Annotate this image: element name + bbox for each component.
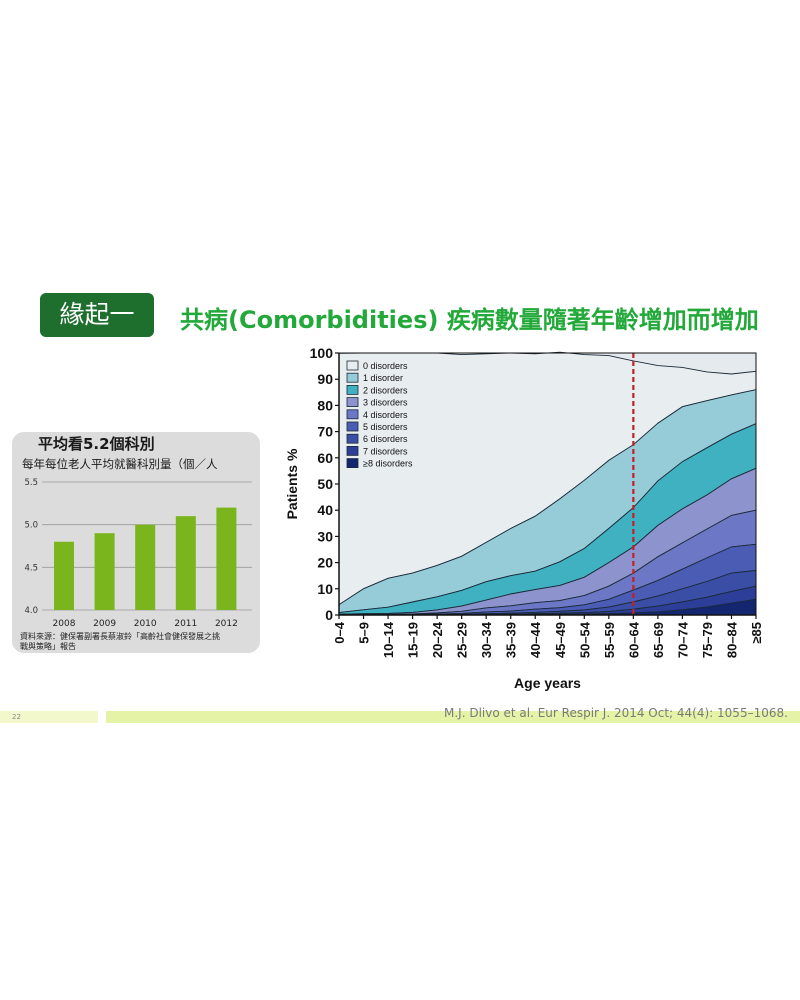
source-note: 戰與策略」報告 <box>20 641 76 651</box>
y-tick-label: 100 <box>310 345 334 361</box>
x-tick-label: 80–84 <box>724 621 739 658</box>
y-tick-label: 60 <box>317 450 333 466</box>
x-tick-label: 0–4 <box>332 621 347 643</box>
y-tick-label: 90 <box>317 371 333 387</box>
legend-swatch <box>346 421 359 432</box>
legend-label: 4 disorders <box>363 410 408 420</box>
bar-2011 <box>175 516 196 610</box>
x-tick-label: 65–69 <box>651 622 666 658</box>
legend-swatch <box>346 372 359 383</box>
legend-label: 5 disorders <box>363 422 408 432</box>
legend-swatch <box>346 397 359 407</box>
x-tick-label: 15–19 <box>406 622 421 658</box>
y-tick-label: 0 <box>325 607 333 623</box>
x-tick-label: 25–29 <box>455 622 470 658</box>
legend-label: 3 disorders <box>363 398 408 408</box>
area-chart: 0 10 20 30 40 50 60 70 80 90 100 0–4 5–9 10–14 15–19 20… <box>284 345 764 691</box>
bar-y-tick-label: 4.0 <box>24 606 38 616</box>
legend-label: 6 disorders <box>363 434 408 444</box>
source-note: 資料來源：健保署副署長蔡淑鈴「高齡社會健保發展之挑 <box>20 631 220 641</box>
footer-bar-left <box>0 711 98 723</box>
x-tick-label: 45–49 <box>553 622 568 658</box>
bar-chart-title: 平均看5.2個科別 <box>38 435 155 453</box>
x-tick-label: 5–9 <box>357 622 372 644</box>
x-tick-label: 30–34 <box>479 621 494 658</box>
x-tick-label: 40–44 <box>528 621 543 658</box>
legend-swatch <box>346 409 359 420</box>
x-axis-label: Age years <box>514 675 581 691</box>
slide-title: 共病(Comorbidities) 疾病數量隨著年齡增加而增加 <box>180 306 759 334</box>
x-tick-label: 10–14 <box>381 621 396 658</box>
legend-swatch <box>346 385 359 395</box>
bar-x-label: 2010 <box>134 619 157 629</box>
citation: M.J. Dlivo et al. Eur Respir J. 2014 Oct… <box>444 706 788 720</box>
x-tick-label: 60–64 <box>626 621 641 658</box>
x-tick-label: 70–74 <box>675 621 690 658</box>
slide-number: 22 <box>12 713 21 721</box>
y-tick-label: 80 <box>317 397 333 413</box>
bar-2012 <box>216 507 237 610</box>
comorbidity-area-chart: 0 10 20 30 40 50 60 70 80 90 100 0–4 5–9 10–14 15–19 20… <box>280 343 780 698</box>
y-tick-label: 20 <box>317 555 333 571</box>
bar-y-tick-label: 5.5 <box>24 478 38 488</box>
bar-y-tick-label: 5.0 <box>24 521 38 531</box>
bar-y-tick-label: 4.5 <box>24 563 38 573</box>
bar-x-label: 2009 <box>93 619 116 629</box>
legend-label: 0 disorders <box>363 361 408 371</box>
legend-swatch <box>346 360 359 371</box>
bar-2010 <box>135 524 156 610</box>
x-tick-label: 35–39 <box>504 622 519 658</box>
y-tick-label: 30 <box>317 528 333 544</box>
legend-label: 7 disorders <box>363 446 408 456</box>
x-tick-label: 75–79 <box>700 622 715 658</box>
x-tick-label: ≥85 <box>749 622 764 644</box>
legend-label: 1 disorder <box>363 373 403 383</box>
x-tick-label: 50–54 <box>577 621 592 658</box>
x-tick-label: 20–24 <box>430 621 445 658</box>
bar-2008 <box>54 541 74 610</box>
legend-label: 2 disorders <box>363 385 408 395</box>
footer-bar-right <box>106 711 800 723</box>
x-tick-label: 55–59 <box>602 622 617 658</box>
y-tick-label: 40 <box>317 502 333 518</box>
bar-chart-card: 平均看5.2個科別每年每位老人平均就醫科別量（個／人 4.0 4.5 5.0 5.5 20… <box>12 432 260 653</box>
y-axis-label: Patients % <box>284 448 300 519</box>
bar-x-label: 2008 <box>53 619 76 629</box>
legend-swatch <box>346 446 359 456</box>
bar-chart-subtitle: 每年每位老人平均就醫科別量（個／人 <box>22 457 218 471</box>
bar-2009 <box>94 533 115 610</box>
bar-x-label: 2011 <box>174 619 197 629</box>
section-badge: 緣起一 <box>40 293 154 337</box>
legend-swatch <box>346 458 359 468</box>
legend-label: ≥8 disorders <box>363 459 413 469</box>
y-tick-label: 50 <box>317 476 333 492</box>
y-tick-label: 10 <box>317 581 333 597</box>
y-tick-label: 70 <box>317 424 333 440</box>
legend-swatch <box>346 433 359 444</box>
bar-x-label: 2012 <box>215 619 238 629</box>
